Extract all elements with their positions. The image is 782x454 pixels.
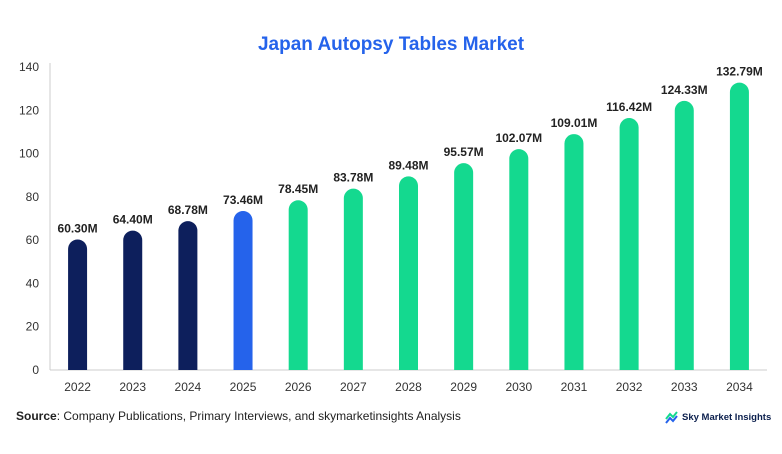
source-note: Source: Company Publications, Primary In… (16, 409, 461, 423)
data-labels-group: 60.30M 64.40M 68.78M 73.46M 78.45M 83.78M 89.4… (58, 65, 763, 236)
bar-2026 (288, 200, 308, 370)
x-tick-label-2022: 2022 (64, 380, 91, 394)
bars-group (68, 82, 749, 371)
y-tick-label: 120 (19, 103, 39, 117)
x-tick-label-2027: 2027 (340, 380, 367, 394)
bar-2029 (454, 163, 474, 370)
bar-2034 (729, 82, 749, 371)
brand-logo: Sky Market Insights (665, 411, 771, 424)
value-label-2034: 132.79M (716, 65, 763, 79)
x-tick-label-2028: 2028 (395, 380, 422, 394)
bar-2027 (343, 188, 363, 370)
x-tick-label-2034: 2034 (726, 380, 753, 394)
value-label-2025: 73.46M (223, 193, 263, 207)
x-tick-label-2031: 2031 (561, 380, 588, 394)
value-label-2030: 102.07M (495, 131, 542, 145)
chart-title: Japan Autopsy Tables Market (257, 34, 525, 55)
bar-2030 (509, 149, 529, 370)
value-label-2023: 64.40M (113, 213, 153, 227)
value-label-2026: 78.45M (278, 182, 318, 196)
value-label-2029: 95.57M (444, 145, 484, 159)
x-tick-label-2023: 2023 (119, 380, 146, 394)
x-tick-label-2029: 2029 (450, 380, 477, 394)
x-axis: 2022 2023 2024 2025 2026 2027 2028 2029 2030 2031… (50, 369, 767, 394)
y-tick-label: 60 (26, 233, 40, 247)
bar-2022 (68, 239, 88, 370)
bar-2025 (233, 211, 253, 370)
y-tick-label: 0 (32, 363, 39, 377)
value-label-2033: 124.33M (661, 83, 708, 97)
bar-2028 (399, 176, 418, 370)
value-label-2024: 68.78M (168, 203, 208, 217)
y-tick-label: 100 (19, 147, 39, 161)
bar-2031 (564, 134, 584, 370)
bar-2024 (178, 221, 198, 370)
value-label-2032: 116.42M (606, 100, 652, 114)
x-tick-label-2030: 2030 (505, 380, 532, 394)
value-label-2022: 60.30M (58, 221, 98, 235)
brand-name: Sky Market Insights (682, 412, 772, 423)
x-tick-label-2025: 2025 (230, 380, 257, 394)
y-tick-label: 20 (26, 320, 40, 334)
y-tick-label: 40 (26, 276, 40, 290)
source-label: Source (16, 409, 57, 423)
x-tick-label-2024: 2024 (175, 380, 202, 394)
bar-2033 (674, 100, 694, 370)
x-tick-label-2032: 2032 (616, 380, 643, 394)
x-tick-label-2033: 2033 (671, 380, 698, 394)
y-axis: 0 20 40 60 80 100 120 140 (19, 60, 51, 377)
y-tick-label: 80 (26, 190, 40, 204)
x-tick-label-2026: 2026 (285, 380, 312, 394)
value-label-2027: 83.78M (333, 171, 373, 185)
bar-2032 (619, 118, 639, 370)
y-tick-label: 140 (19, 60, 39, 74)
source-text: : Company Publications, Primary Intervie… (56, 409, 461, 423)
value-label-2031: 109.01M (551, 116, 598, 130)
value-label-2028: 89.48M (388, 158, 428, 172)
sky-market-insights-logo-icon (665, 411, 678, 424)
bar-2023 (123, 230, 143, 370)
